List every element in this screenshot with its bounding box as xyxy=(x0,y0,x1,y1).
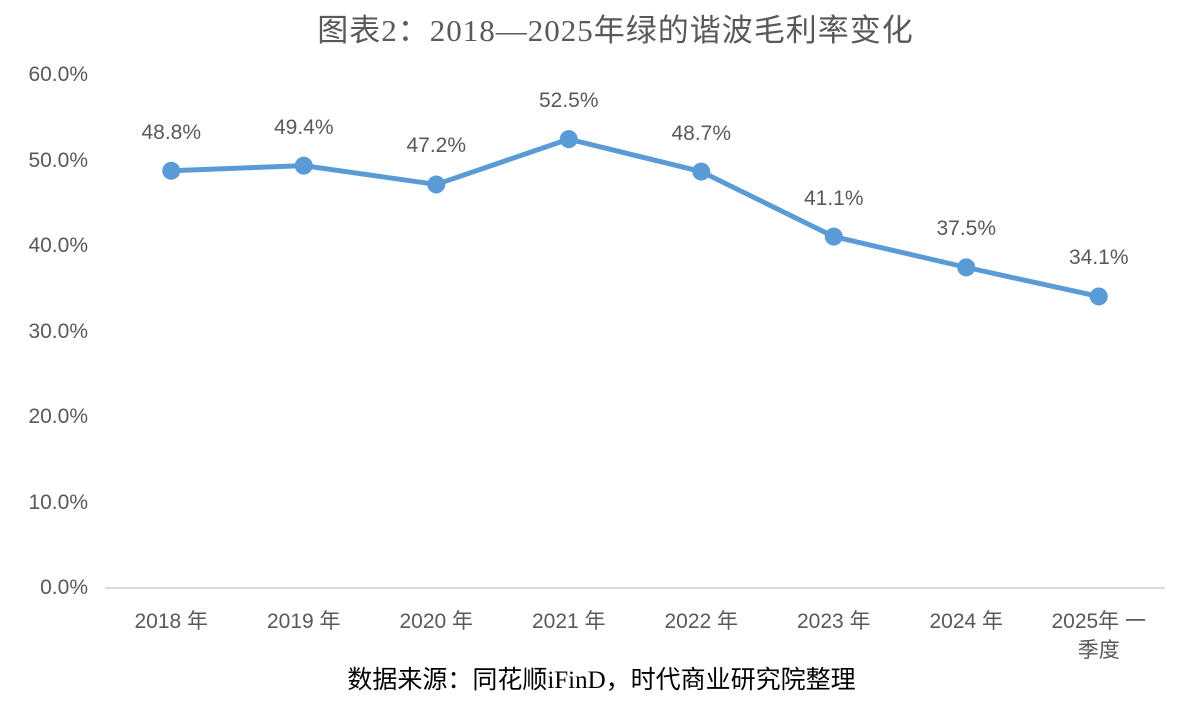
data-label: 34.1% xyxy=(1068,246,1129,270)
data-label: 48.8% xyxy=(141,120,202,144)
x-axis-tick-label: 2019 年 xyxy=(266,610,341,633)
data-label: 49.4% xyxy=(273,115,334,139)
data-point-marker xyxy=(559,130,578,149)
y-axis-tick-label: 30.0% xyxy=(28,319,88,343)
data-point-marker xyxy=(824,227,843,246)
x-axis-tick-label: 2018 年 xyxy=(134,610,209,633)
y-axis-tick-label: 10.0% xyxy=(28,490,88,514)
y-axis-tick-label: 0.0% xyxy=(40,576,88,599)
y-axis-tick-label: 20.0% xyxy=(28,405,88,428)
series-line xyxy=(168,136,1102,299)
x-axis-tick-label: 2023 年 xyxy=(796,610,871,633)
x-axis-tick-label: 2022 年 xyxy=(664,610,739,633)
data-label: 52.5% xyxy=(538,89,599,113)
data-point-marker xyxy=(427,175,446,194)
data-label: 47.2% xyxy=(406,134,467,158)
y-axis-tick-label: 50.0% xyxy=(28,148,88,172)
data-point-marker xyxy=(162,161,181,180)
data-label: 37.5% xyxy=(936,217,997,241)
y-axis-tick-label: 40.0% xyxy=(28,234,88,257)
x-axis-tick-label: 2020 年 xyxy=(399,610,474,633)
x-axis-tick-label: 2025年 一 季度 xyxy=(1051,610,1147,662)
data-label: 48.7% xyxy=(671,121,732,145)
x-axis-tick-label: 2024 年 xyxy=(929,610,1004,633)
data-point-marker xyxy=(957,258,976,277)
data-point-marker xyxy=(294,156,313,175)
data-point-marker xyxy=(692,162,711,181)
data-point-marker xyxy=(1089,287,1108,306)
y-axis-tick-label: 60.0% xyxy=(28,63,88,86)
source-note: 数据来源：同花顺iFinD，时代商业研究院整理 xyxy=(347,667,856,694)
x-axis-tick-label: 2021 年 xyxy=(531,610,606,633)
chart-title: 图表2：2018—2025年绿的谐波毛利率变化 xyxy=(317,13,914,48)
data-label: 41.1% xyxy=(803,186,864,210)
